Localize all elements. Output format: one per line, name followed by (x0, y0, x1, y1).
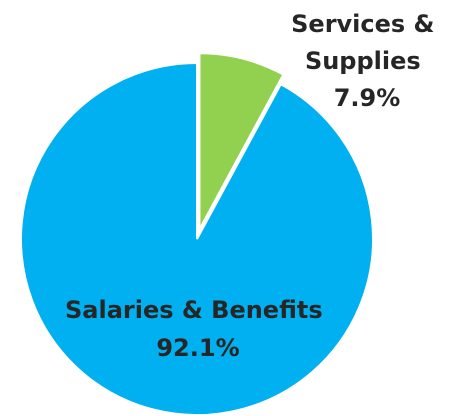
slice-label-salaries-name: Salaries & Benefits (65, 296, 323, 324)
slice-label-services-supplies: Services & Supplies 7.9% (291, 10, 443, 112)
pie-slice-services-supplies (198, 52, 285, 230)
pie-slice-salaries-benefits (20, 61, 374, 416)
slice-value-salaries: 92.1% (156, 334, 239, 362)
slice-label-salaries-benefits: Salaries & Benefits 92.1% (65, 296, 331, 362)
slice-label-services-line2: Supplies (305, 47, 421, 75)
slice-label-services-line1: Services & (291, 10, 434, 38)
slice-value-services: 7.9% (334, 84, 401, 112)
